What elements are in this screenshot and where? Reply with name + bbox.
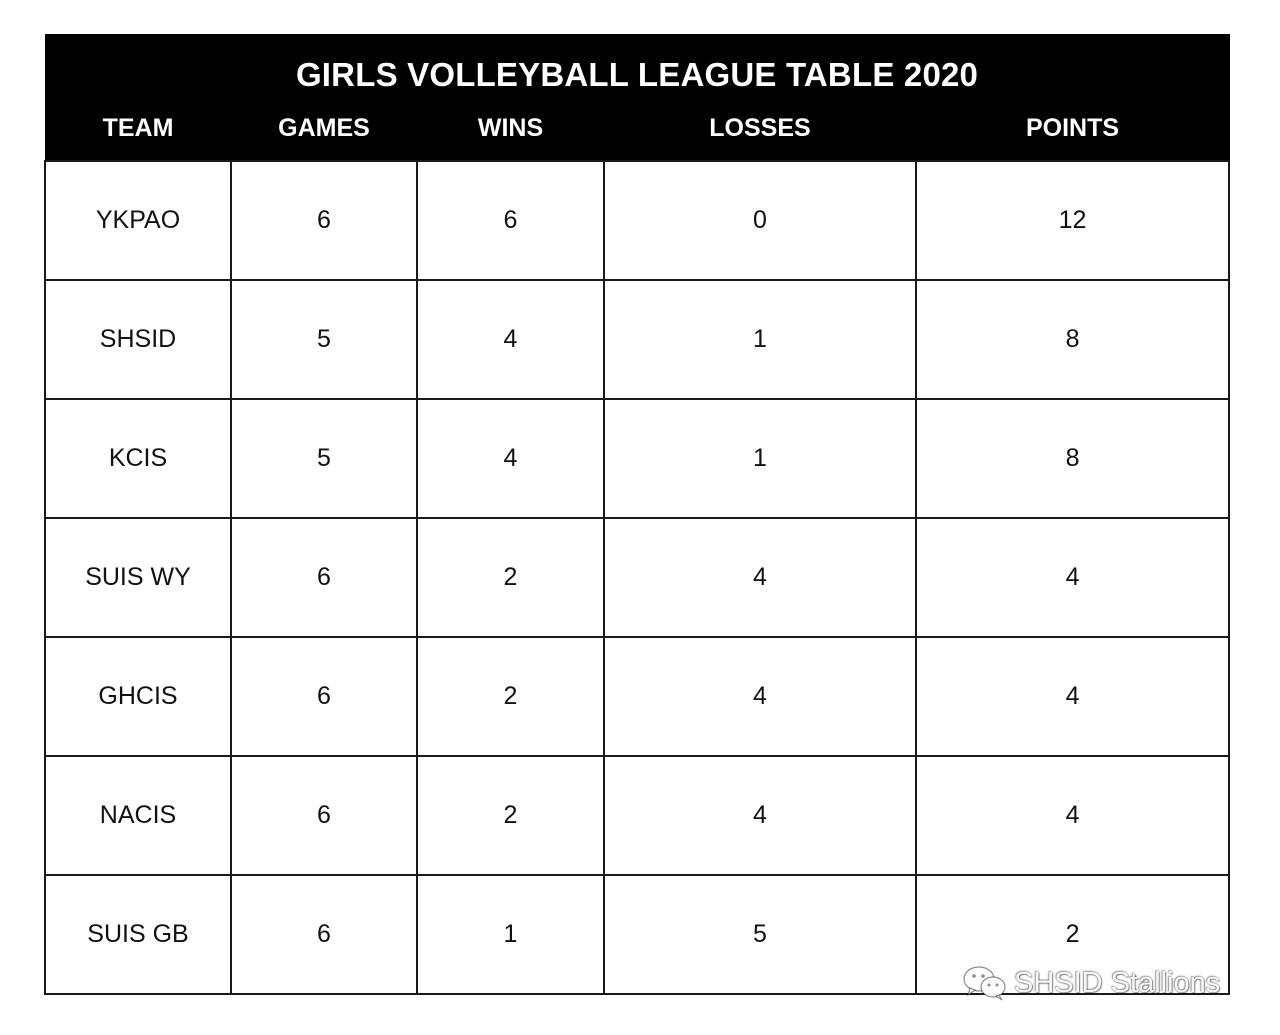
wechat-icon	[962, 964, 1008, 1002]
wins-cell: 2	[417, 637, 604, 756]
points-cell: 4	[916, 518, 1229, 637]
watermark: SHSID Stallions	[962, 964, 1220, 1002]
losses-cell: 4	[604, 637, 916, 756]
points-cell: 4	[916, 637, 1229, 756]
team-cell: KCIS	[45, 399, 231, 518]
losses-cell: 1	[604, 280, 916, 399]
wins-cell: 1	[417, 875, 604, 994]
table-row: YKPAO 6 6 0 12	[45, 161, 1229, 280]
wins-cell: 2	[417, 518, 604, 637]
games-cell: 5	[231, 280, 417, 399]
games-cell: 6	[231, 637, 417, 756]
column-header-points: POINTS	[916, 114, 1229, 162]
points-cell: 8	[916, 399, 1229, 518]
points-cell: 8	[916, 280, 1229, 399]
watermark-text: SHSID Stallions	[1014, 967, 1220, 1000]
wins-cell: 4	[417, 399, 604, 518]
header-row: TEAM GAMES WINS LOSSES POINTS	[45, 114, 1229, 162]
losses-cell: 5	[604, 875, 916, 994]
team-cell: SUIS WY	[45, 518, 231, 637]
table-row: SHSID 5 4 1 8	[45, 280, 1229, 399]
table-row: KCIS 5 4 1 8	[45, 399, 1229, 518]
games-cell: 6	[231, 875, 417, 994]
losses-cell: 4	[604, 518, 916, 637]
games-cell: 5	[231, 399, 417, 518]
team-cell: SUIS GB	[45, 875, 231, 994]
losses-cell: 0	[604, 161, 916, 280]
league-table: GIRLS VOLLEYBALL LEAGUE TABLE 2020 TEAM …	[44, 34, 1230, 995]
wins-cell: 6	[417, 161, 604, 280]
team-cell: NACIS	[45, 756, 231, 875]
games-cell: 6	[231, 756, 417, 875]
table-title: GIRLS VOLLEYBALL LEAGUE TABLE 2020	[45, 35, 1229, 114]
losses-cell: 1	[604, 399, 916, 518]
wins-cell: 4	[417, 280, 604, 399]
team-cell: GHCIS	[45, 637, 231, 756]
team-cell: SHSID	[45, 280, 231, 399]
team-cell: YKPAO	[45, 161, 231, 280]
points-cell: 4	[916, 756, 1229, 875]
column-header-losses: LOSSES	[604, 114, 916, 162]
title-row: GIRLS VOLLEYBALL LEAGUE TABLE 2020	[45, 35, 1229, 114]
table-row: SUIS WY 6 2 4 4	[45, 518, 1229, 637]
games-cell: 6	[231, 161, 417, 280]
games-cell: 6	[231, 518, 417, 637]
column-header-team: TEAM	[45, 114, 231, 162]
table-row: NACIS 6 2 4 4	[45, 756, 1229, 875]
column-header-games: GAMES	[231, 114, 417, 162]
points-cell: 12	[916, 161, 1229, 280]
column-header-wins: WINS	[417, 114, 604, 162]
losses-cell: 4	[604, 756, 916, 875]
table-row: GHCIS 6 2 4 4	[45, 637, 1229, 756]
wins-cell: 2	[417, 756, 604, 875]
